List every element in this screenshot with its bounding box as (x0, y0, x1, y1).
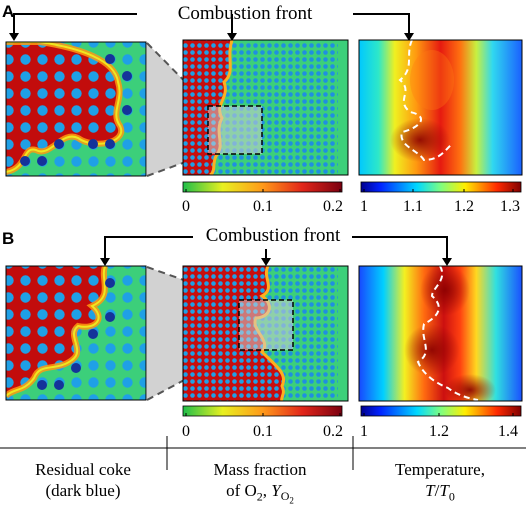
zoom-view-a (6, 42, 146, 176)
temp-tick-b-2: 1.4 (498, 423, 518, 440)
combustion-front-label-b: Combustion front (206, 225, 341, 246)
temp-tick-a-0: 1 (360, 198, 368, 215)
combustion-front-bracket-a (13, 13, 410, 35)
o2-tick-b-0: 0 (182, 423, 190, 440)
caption-temp-line2: T/T0 (354, 480, 526, 507)
caption-o2-line1: Mass fraction (213, 460, 307, 479)
temp-tick-a-2: 1.2 (454, 198, 474, 215)
o2-tick-a-1: 0.1 (253, 198, 273, 215)
caption-o2-prefix: of O (226, 481, 257, 500)
temperature-colorbar-b: 1 1.2 1.4 (360, 405, 522, 440)
o2-tick-b-1: 0.1 (253, 423, 273, 440)
caption-o2-sub: 2 (256, 489, 263, 504)
caption-o2-line2: of O2, YO2 (168, 480, 352, 512)
o2-tick-a-0: 0 (182, 198, 190, 215)
temperature-colorbar-a: 1 1.1 1.2 1.3 (360, 181, 522, 215)
caption-o2-var-subsub: 2 (289, 495, 294, 506)
caption-temperature: Temperature, T/T0 (354, 459, 526, 507)
caption-temp-t: T (425, 481, 435, 500)
caption-o2-mass-fraction: Mass fraction of O2, YO2 (168, 459, 352, 512)
caption-temp-t0: T (439, 481, 449, 500)
zoom-view-b (6, 266, 146, 400)
temperature-field-b (359, 266, 522, 401)
caption-temp-line1: Temperature, (395, 460, 485, 479)
o2-colorbar-a: 0 0.1 0.2 (182, 181, 343, 215)
zoom-box-b (238, 299, 294, 351)
o2-colorbar-b: 0 0.1 0.2 (182, 405, 343, 440)
temperature-field-a (359, 40, 522, 175)
o2-tick-b-2: 0.2 (323, 423, 343, 440)
caption-coke-line1: Residual coke (35, 460, 131, 479)
caption-o2-sep: , (262, 481, 272, 500)
caption-coke-line2: (dark blue) (45, 481, 121, 500)
caption-o2-var-sub: O2 (280, 489, 294, 506)
caption-temp-t0-sub: 0 (448, 489, 455, 504)
caption-separators (0, 436, 526, 470)
caption-temp-slash: / (434, 481, 440, 500)
panel-letter-b: B (2, 229, 14, 248)
o2-tick-a-2: 0.2 (323, 198, 343, 215)
temp-tick-a-1: 1.1 (403, 198, 423, 215)
caption-residual-coke: Residual coke (dark blue) (0, 459, 166, 501)
combustion-front-label-a: Combustion front (178, 3, 313, 24)
temp-tick-a-3: 1.3 (500, 198, 520, 215)
temp-tick-b-1: 1.2 (429, 423, 449, 440)
zoom-box-a (207, 105, 263, 155)
panel-letter-a: A (2, 2, 14, 21)
caption-o2-var: Y (271, 481, 281, 500)
caption-o2-var-sub-o: O (280, 489, 290, 504)
temp-tick-b-0: 1 (360, 423, 368, 440)
